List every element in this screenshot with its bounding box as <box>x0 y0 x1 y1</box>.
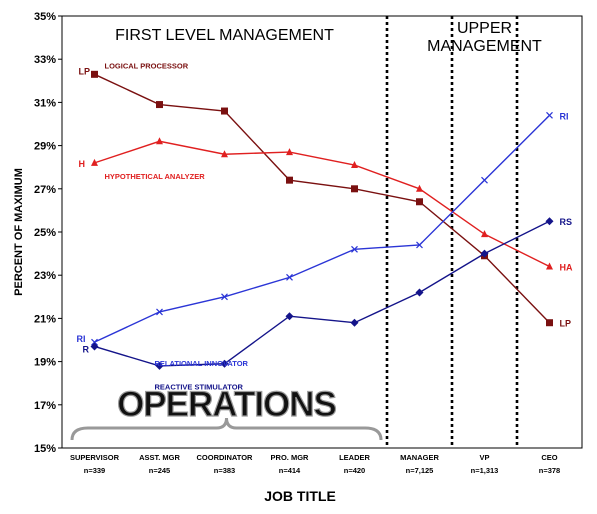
series-name-logical-processor: LOGICAL PROCESSOR <box>105 61 189 70</box>
y-tick-label: 23% <box>34 270 56 282</box>
y-tick-label: 27% <box>34 184 56 196</box>
x-tick-label: PRO. MGR <box>271 453 310 462</box>
x-tick-label: ASST. MGR <box>139 453 180 462</box>
data-point-relational-innovator <box>481 176 488 184</box>
y-tick-label: 19% <box>34 357 56 369</box>
region-label-first-level: FIRST LEVEL MANAGEMENT <box>115 27 334 44</box>
series-name-reactive-stimulator: REACTIVE STIMULATOR <box>155 382 244 391</box>
data-point-hypothetical-analyzer <box>416 184 423 192</box>
data-point-logical-processor <box>416 198 423 206</box>
x-tick-label: VP <box>479 453 489 462</box>
x-tick-sample-size: n=383 <box>214 466 235 475</box>
data-point-reactive-stimulator <box>155 361 164 370</box>
series-line-logical-processor <box>94 73 551 324</box>
x-tick-label: SUPERVISOR <box>70 453 120 462</box>
y-axis-ticks: 15% 17% 19% 21% 23% 25% 27% 29% 31% 33% 35% <box>34 11 62 455</box>
series-start-label-relational-innovator: RI <box>77 334 86 344</box>
y-tick-label: 33% <box>34 54 56 66</box>
data-point-hypothetical-analyzer <box>221 150 228 158</box>
series-end-label-reactive-stimulator: RS <box>560 217 573 227</box>
x-tick-sample-size: n=245 <box>149 466 170 475</box>
x-tick-sample-size: n=1,313 <box>471 466 499 475</box>
y-tick-label: 35% <box>34 11 56 23</box>
plot-area-frame <box>61 15 583 449</box>
operations-brace <box>70 417 383 441</box>
y-tick-label: 25% <box>34 227 56 239</box>
data-point-hypothetical-analyzer <box>546 262 553 270</box>
x-tick-sample-size: n=339 <box>84 466 105 475</box>
series-end-label-logical-processor: LP <box>560 319 572 329</box>
series-line-reactive-stimulator <box>94 220 550 367</box>
data-point-logical-processor <box>91 70 98 78</box>
x-tick-sample-size: n=414 <box>279 466 301 475</box>
y-tick-label: 17% <box>34 400 56 412</box>
data-point-reactive-stimulator <box>350 318 359 327</box>
data-point-logical-processor <box>546 319 553 327</box>
x-tick-sample-size: n=420 <box>344 466 365 475</box>
series-start-label-logical-processor: LP <box>79 66 91 76</box>
series-end-label-hypothetical-analyzer: HA <box>560 263 573 273</box>
data-point-hypothetical-analyzer <box>156 137 163 145</box>
x-axis-ticks: SUPERVISOR n=339 ASST. MGR n=245 COORDINATOR… <box>70 453 560 475</box>
data-point-relational-innovator <box>221 293 228 301</box>
data-point-relational-innovator <box>156 308 163 316</box>
data-point-relational-innovator <box>286 273 293 281</box>
x-axis-title: JOB TITLE <box>264 488 336 504</box>
x-tick-sample-size: n=378 <box>539 466 560 475</box>
y-axis-title: PERCENT OF MAXIMUM <box>13 168 25 296</box>
region-dividers <box>385 16 519 448</box>
data-point-reactive-stimulator <box>415 288 424 297</box>
data-point-relational-innovator <box>546 111 553 119</box>
x-tick-label: CEO <box>541 453 557 462</box>
y-tick-label: 29% <box>34 141 56 153</box>
x-tick-label: LEADER <box>339 453 370 462</box>
data-point-hypothetical-analyzer <box>91 158 98 166</box>
data-point-logical-processor <box>286 176 293 184</box>
series-name-relational-innovator: RELATIONAL INNOVATOR <box>155 359 249 368</box>
series-line-relational-innovator <box>94 114 550 343</box>
series-end-label-relational-innovator: RI <box>560 111 569 121</box>
data-point-logical-processor <box>351 185 358 193</box>
data-point-relational-innovator <box>91 338 98 346</box>
series-name-hypothetical-analyzer: HYPOTHETICAL ANALYZER <box>105 172 206 181</box>
region-label-upper: MANAGEMENT <box>427 38 542 55</box>
data-point-hypothetical-analyzer <box>481 230 488 238</box>
x-tick-sample-size: n=7,125 <box>406 466 434 475</box>
y-tick-label: 31% <box>34 97 56 109</box>
series-start-label-reactive-stimulator: R <box>83 344 90 354</box>
data-point-reactive-stimulator <box>285 312 294 321</box>
series-start-label-hypothetical-analyzer: H <box>79 159 86 169</box>
x-tick-label: MANAGER <box>400 453 439 462</box>
series-group <box>90 70 554 370</box>
data-point-relational-innovator <box>416 241 423 249</box>
data-point-hypothetical-analyzer <box>286 148 293 156</box>
data-point-reactive-stimulator <box>220 359 229 368</box>
operations-label: OPERATIONS <box>117 385 336 424</box>
y-tick-label: 15% <box>34 443 56 455</box>
data-point-logical-processor <box>156 101 163 109</box>
x-tick-label: COORDINATOR <box>197 453 254 462</box>
region-label-upper: UPPER <box>457 20 512 37</box>
data-point-hypothetical-analyzer <box>351 161 358 169</box>
data-point-reactive-stimulator <box>90 342 99 351</box>
data-point-reactive-stimulator <box>480 249 489 258</box>
data-point-relational-innovator <box>351 245 358 253</box>
data-point-logical-processor <box>221 107 228 115</box>
data-point-reactive-stimulator <box>545 217 554 226</box>
operations-bracket: OPERATIONS <box>70 384 383 441</box>
series-line-hypothetical-analyzer <box>94 140 550 268</box>
series-labels: LP LOGICAL PROCESSOR LP H HYPOTHETICAL ANALY… <box>77 61 573 391</box>
y-tick-label: 21% <box>34 313 56 325</box>
